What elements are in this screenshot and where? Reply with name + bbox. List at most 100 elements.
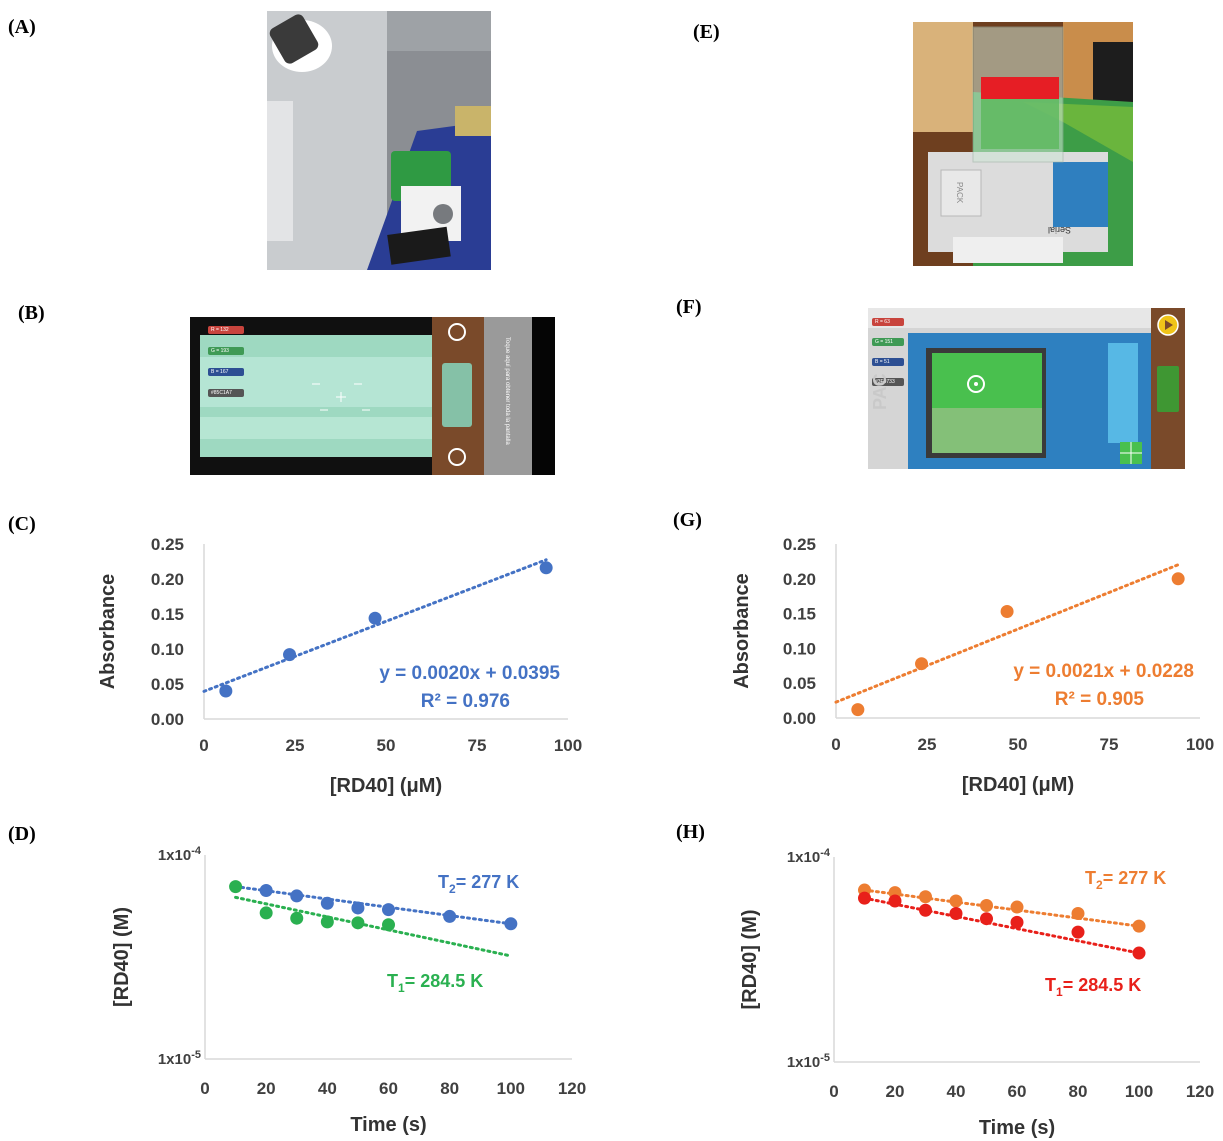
data-point [259, 906, 273, 920]
data-point [290, 889, 304, 903]
chip-r: R = 132 [208, 326, 244, 334]
x-tick-label: 100 [1125, 1082, 1153, 1101]
data-point [851, 703, 865, 717]
x-tick-label: 75 [468, 736, 487, 755]
series-label: T1= 284.5 K [387, 971, 483, 995]
y-tick-label: 0.15 [151, 605, 184, 624]
data-point [283, 648, 297, 662]
x-tick-label: 80 [1069, 1082, 1088, 1101]
data-point [443, 909, 457, 923]
x-tick-label: 100 [497, 1079, 525, 1098]
y-axis-title: Absorbance [731, 573, 753, 689]
y-tick-label: 1x10-5 [787, 1052, 830, 1071]
x-tick-label: 100 [1186, 735, 1214, 754]
data-point [219, 684, 233, 698]
y-tick-label: 0.00 [151, 710, 184, 729]
x-tick-label: 0 [199, 736, 208, 755]
data-point [949, 907, 963, 921]
x-axis-title: Time (s) [350, 1114, 426, 1136]
panel-label-g: (G) [673, 509, 702, 531]
x-tick-label: 40 [318, 1079, 337, 1098]
panel-label-c: (C) [8, 513, 36, 535]
panel-label-d: (D) [8, 823, 36, 845]
data-point [382, 918, 395, 932]
panel-label-e: (E) [693, 21, 720, 43]
x-tick-label: 120 [558, 1079, 586, 1098]
chip-hex: #85C1A7 [208, 389, 244, 397]
data-point [504, 917, 518, 931]
y-axis-title: Absorbance [97, 574, 119, 690]
y-tick-label: 0.05 [151, 675, 184, 694]
data-point [351, 901, 365, 915]
y-tick-label: 0.25 [783, 535, 816, 554]
y-tick-label: 0.25 [151, 535, 184, 554]
photo-a-illustration [267, 11, 491, 270]
y-tick-label: 0.05 [783, 674, 816, 693]
trendline [834, 563, 1180, 704]
data-point [888, 894, 902, 908]
chip-b: B = 167 [208, 368, 244, 376]
panel-label-h: (H) [676, 821, 705, 843]
data-point [949, 894, 963, 908]
x-axis-title: [RD40] (μM) [962, 774, 1074, 796]
x-tick-label: 25 [918, 735, 937, 754]
x-tick-label: 75 [1100, 735, 1119, 754]
photo-f-illustration [868, 308, 1185, 469]
y-tick-label: 0.20 [151, 570, 184, 589]
data-point [888, 886, 902, 900]
data-point [858, 891, 871, 905]
data-point [1000, 605, 1014, 619]
data-point [1132, 946, 1146, 960]
chip-g: G = 193 [208, 347, 244, 355]
data-point [1171, 572, 1185, 586]
photo-f-app-screen: R = 63 G = 151 B = 51 #3F9733 PAC [868, 308, 1185, 469]
series-trendline [234, 895, 513, 958]
y-tick-label: 0.10 [783, 639, 816, 658]
photo-b-illustration [190, 317, 555, 475]
panel-label-b: (B) [18, 302, 45, 324]
y-tick-label: 0.10 [151, 640, 184, 659]
x-tick-label: 40 [947, 1082, 966, 1101]
x-tick-label: 60 [1008, 1082, 1027, 1101]
x-axis-title: [RD40] (μM) [330, 775, 442, 797]
data-point [980, 912, 993, 926]
data-point [320, 915, 334, 929]
data-point [259, 883, 273, 897]
data-point [919, 890, 932, 904]
box-label-pack: PACK [955, 182, 964, 204]
x-tick-label: 0 [831, 735, 840, 754]
y-axis-title: [RD40] (M) [111, 907, 133, 1007]
x-tick-label: 120 [1186, 1082, 1214, 1101]
series-label: T2= 277 K [1085, 868, 1166, 892]
data-point [351, 916, 365, 930]
x-tick-label: 25 [286, 736, 305, 755]
y-tick-label: 0.20 [783, 570, 816, 589]
box-label-pac: PAC [870, 373, 890, 410]
photo-b-app-screen: R = 132 G = 193 B = 167 #85C1A7 Toque aq… [190, 317, 555, 475]
trendline-equation: y = 0.0020x + 0.0395 [379, 663, 560, 684]
y-tick-label: 0.15 [783, 605, 816, 624]
data-point [368, 611, 382, 625]
r-squared-label: R² = 0.905 [1055, 689, 1145, 710]
trendline [202, 558, 548, 693]
x-tick-label: 50 [1009, 735, 1028, 754]
series-label: T2= 277 K [438, 872, 519, 896]
chip-f-hex: #3F9733 [872, 378, 904, 386]
x-tick-label: 60 [379, 1079, 398, 1098]
photo-a-setup [267, 11, 491, 270]
data-point [915, 657, 929, 671]
y-tick-label: 1x10-4 [787, 847, 831, 866]
series-trendline [863, 896, 1141, 955]
data-point [1010, 900, 1024, 914]
book-label: Serial [1048, 225, 1072, 235]
data-point [1010, 915, 1024, 929]
data-point [320, 896, 334, 910]
y-axis-title: [RD40] (M) [739, 910, 761, 1010]
data-point [229, 880, 243, 894]
x-axis-title: Time (s) [979, 1117, 1055, 1139]
data-point [1071, 907, 1085, 921]
series-trendline [234, 885, 513, 926]
x-tick-label: 0 [200, 1079, 209, 1098]
data-point [1071, 925, 1085, 939]
data-point [919, 903, 932, 917]
